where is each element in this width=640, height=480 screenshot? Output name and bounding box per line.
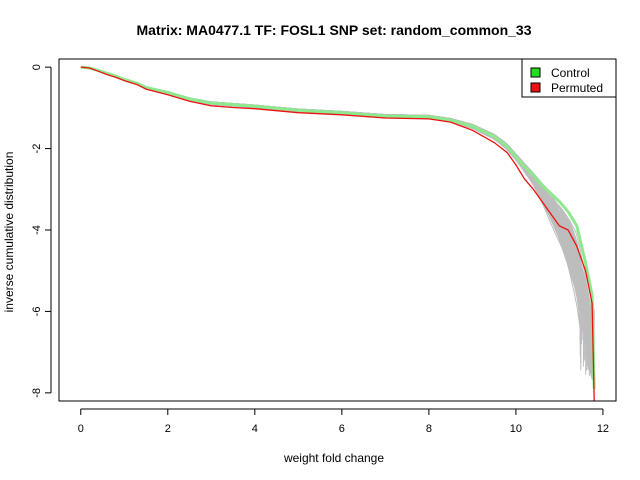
y-tick-label: -2 [31, 144, 43, 154]
background-line [80, 66, 586, 345]
background-line [80, 66, 589, 317]
x-tick-label: 0 [78, 423, 84, 435]
background-line [80, 66, 589, 345]
background-line [80, 66, 583, 311]
y-axis: 0 -2 -4 -6 -8 [31, 64, 52, 398]
background-line [80, 66, 594, 329]
background-line [80, 66, 584, 333]
background-line [80, 66, 591, 349]
background-line [80, 66, 588, 348]
background-line [80, 66, 590, 340]
background-line [80, 66, 595, 335]
background-line [80, 66, 593, 344]
background-line [80, 66, 593, 338]
background-line [80, 66, 588, 332]
x-tick-label: 10 [510, 423, 522, 435]
background-line [80, 66, 585, 315]
background-line [80, 66, 584, 309]
x-tick-label: 2 [165, 423, 171, 435]
background-line [80, 66, 593, 324]
series-lines [80, 65, 596, 402]
x-tick-label: 12 [597, 423, 609, 435]
background-line [80, 66, 593, 338]
background-line [80, 66, 582, 320]
x-axis: 0 2 4 6 8 10 12 [78, 408, 609, 435]
background-line [80, 66, 592, 355]
y-tick-label: -8 [31, 388, 43, 398]
background-line [80, 66, 583, 322]
series-line-permuted [80, 66, 595, 402]
legend-swatch [530, 82, 541, 93]
background-line [80, 66, 585, 313]
background-line [80, 66, 585, 341]
background-line [80, 66, 590, 336]
plot-frame [58, 58, 617, 402]
background-line [80, 66, 588, 345]
background-line [80, 66, 590, 348]
background-line [80, 66, 581, 344]
background-line [80, 66, 583, 322]
y-tick-label: -6 [31, 307, 43, 317]
background-line [80, 66, 592, 339]
y-tick-label: 0 [31, 64, 43, 70]
background-line [80, 66, 582, 310]
background-line [80, 66, 589, 351]
background-line [80, 66, 587, 327]
background-line [80, 66, 580, 321]
background-line [80, 66, 593, 349]
background-line [80, 66, 580, 305]
chart-title: Matrix: MA0477.1 TF: FOSL1 SNP set: rand… [137, 22, 532, 38]
legend-label: Permuted [551, 81, 603, 95]
background-line [80, 66, 595, 327]
background-line [80, 66, 591, 338]
background-line [80, 66, 583, 320]
background-line [80, 66, 589, 332]
background-line [80, 66, 595, 357]
background-line [80, 66, 594, 357]
background-line [80, 66, 589, 340]
background-line [80, 66, 592, 340]
background-line [80, 66, 593, 343]
background-line [80, 66, 585, 344]
x-tick-label: 4 [252, 423, 258, 435]
background-line [80, 66, 583, 340]
background-line [80, 66, 586, 308]
background-line [80, 66, 584, 331]
background-line [80, 66, 585, 325]
legend-label: Control [551, 66, 590, 80]
background-line [80, 66, 584, 326]
background-line [80, 66, 582, 345]
x-tick-label: 8 [426, 423, 432, 435]
background-line [80, 66, 590, 356]
series-line-control [80, 65, 596, 389]
background-line [80, 66, 588, 325]
legend-swatch [530, 67, 541, 78]
background-line [80, 66, 582, 350]
background-line [80, 66, 583, 315]
background-line [80, 66, 587, 310]
background-line [80, 66, 589, 349]
background-line [80, 66, 591, 334]
background-line [80, 66, 587, 342]
background-line [80, 66, 580, 307]
background-line [80, 66, 591, 338]
background-line [80, 66, 589, 355]
x-tick-label: 6 [339, 423, 345, 435]
background-line [80, 66, 582, 314]
background-line [80, 66, 590, 352]
background-line [80, 66, 593, 345]
background-line [80, 66, 586, 335]
y-axis-label: inverse cumulative distribution [2, 152, 16, 313]
x-axis-label: weight fold change [283, 451, 384, 465]
background-line [80, 66, 591, 344]
background-line [80, 66, 595, 335]
background-line [80, 66, 583, 305]
y-tick-label: -4 [31, 225, 43, 235]
